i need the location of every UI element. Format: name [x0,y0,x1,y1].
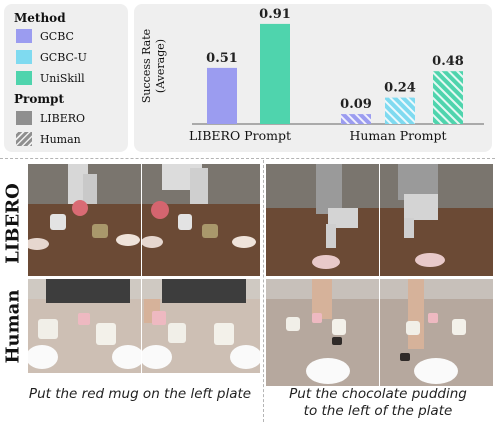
data-label-libero-prompt-uniskill: 0.91 [259,7,291,22]
y-axis-label-line-2: (Average) [154,39,167,93]
bar-chart: Success Rate (Average) 0.51 0.91 LIBERO Prom… [140,7,484,143]
legend-swatch-gcbc [16,29,32,43]
legend-label-human: Human [40,132,81,146]
legend-item-gcbc-u: GCBC-U [16,49,87,65]
human-frame-2 [142,279,260,373]
legend-swatch-hatched [16,132,32,146]
data-label-human-prompt-uniskill: 0.48 [432,54,464,69]
legend-item-human: Human [16,131,81,147]
legend-label-gcbc-u: GCBC-U [40,50,87,64]
horizontal-divider [0,158,495,159]
data-label-human-prompt-gcbc: 0.09 [340,97,372,112]
legend-prompt-title: Prompt [14,92,64,106]
legend-item-libero: LIBERO [16,110,85,126]
legend-swatch-gcbc-u [16,50,32,64]
human-frame-1 [28,279,141,373]
bar-hatch-human-prompt-gcbc-u [385,97,415,124]
caption-left: Put the red mug on the left plate [28,386,252,402]
caption-right-line2: to the left of the plate [303,403,453,419]
libero-frame-3 [266,164,379,276]
row-label-libero: LIBERO [2,183,24,264]
x-tick-label-0: LIBERO Prompt [189,128,291,143]
legend-swatch-uniskill [16,71,32,85]
vertical-divider [263,160,264,422]
libero-frame-4 [380,164,493,276]
data-label-human-prompt-gcbc-u: 0.24 [384,81,416,96]
legend-panel: Method GCBC GCBC-U UniSkill Prompt LIBER… [4,4,128,152]
row-label-human: Human [2,289,24,364]
legend-item-gcbc: GCBC [16,28,74,44]
libero-frame-1 [28,164,141,276]
caption-right-line1: Put the chocolate pudding [289,386,467,402]
legend-item-uniskill: UniSkill [16,70,85,86]
x-tick-label-1: Human Prompt [349,128,446,143]
y-axis-label-line-1: Success Rate [140,29,153,103]
legend-label-uniskill: UniSkill [40,71,85,85]
legend-label-gcbc: GCBC [40,29,74,43]
chart-panel: Success Rate (Average) 0.51 0.91 LIBERO Prom… [134,4,492,152]
legend-label-libero: LIBERO [40,111,86,125]
libero-frame-2 [142,164,260,276]
legend-swatch-solid [16,111,32,125]
bar-libero-prompt-gcbc [207,67,237,124]
bar-hatch-human-prompt-gcbc [341,114,371,124]
bar-hatch-human-prompt-uniskill [433,71,463,124]
human-frame-3 [266,279,379,386]
legend-method-title: Method [14,11,66,25]
bar-libero-prompt-uniskill [260,23,290,124]
data-label-libero-prompt-gcbc: 0.51 [206,51,238,66]
human-frame-4 [380,279,493,386]
